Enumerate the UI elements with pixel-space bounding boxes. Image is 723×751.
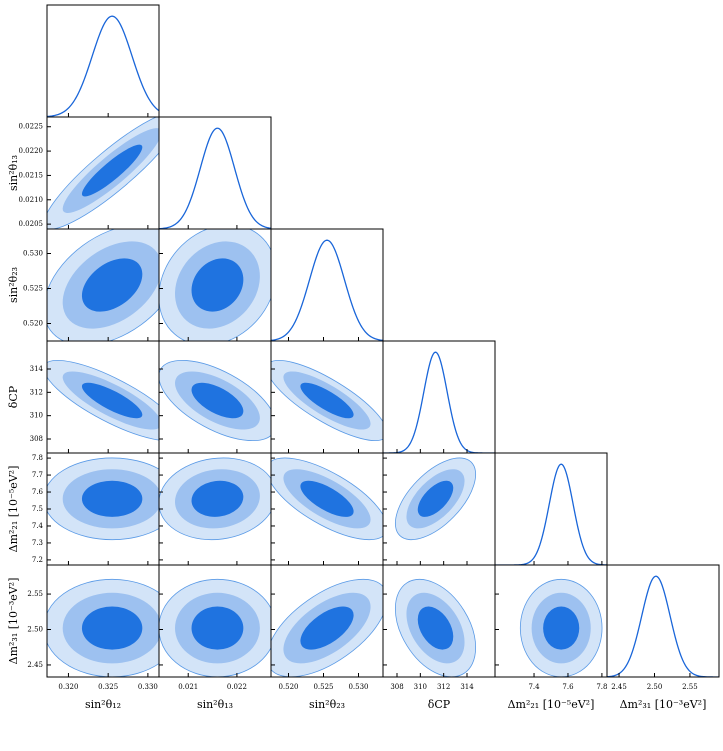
panel-frame (46, 4, 160, 118)
y-tick-label: 7.5 (32, 505, 43, 513)
y-tick-label: 0.0225 (19, 123, 44, 131)
contour (191, 382, 244, 419)
x-tick-label: 0.325 (98, 683, 118, 691)
panel (159, 229, 271, 341)
panel (47, 359, 159, 442)
panel (159, 578, 271, 677)
panel-frame (494, 452, 608, 566)
panel (159, 359, 271, 442)
panel (271, 457, 383, 541)
y-tick-label: 2.50 (27, 626, 43, 634)
y-tick-label: 7.4 (32, 522, 44, 530)
y-tick-label: 7.2 (32, 556, 43, 564)
x-tick-label: 7.6 (562, 683, 574, 691)
panel-frame (606, 564, 720, 678)
y-tick-label: 312 (30, 388, 43, 396)
contour (81, 144, 143, 197)
x-tick-label: 0.530 (348, 683, 368, 691)
marginal-curve (607, 575, 719, 677)
contour (191, 606, 244, 650)
x-tick-label: 0.022 (227, 683, 247, 691)
panel (394, 578, 477, 677)
x-tick-label: 0.021 (178, 683, 198, 691)
panel (394, 457, 477, 541)
panel (159, 457, 271, 541)
y-tick-label: 2.45 (27, 661, 43, 669)
marginal-curve (47, 15, 159, 117)
panel (519, 578, 603, 677)
panel-frame (158, 116, 272, 230)
y-axis-label: Δm²₃₁ [10⁻³eV²] (7, 578, 20, 665)
contour (300, 382, 354, 419)
y-axis-label: δCP (7, 385, 20, 408)
panel (159, 127, 271, 229)
y-tick-label: 308 (30, 435, 43, 443)
y-tick-label: 0.525 (23, 285, 43, 293)
y-tick-label: 7.6 (32, 488, 44, 496)
x-tick-label: 314 (460, 683, 474, 691)
panel-frame (270, 228, 384, 342)
contour (81, 480, 143, 517)
y-axis-label: sin²θ₁₃ (7, 155, 20, 191)
contour (81, 606, 143, 650)
marginal-curve (495, 463, 607, 565)
x-axis-label: sin²θ₁₃ (197, 698, 233, 711)
y-tick-label: 0.0205 (19, 220, 44, 228)
contour (81, 258, 143, 312)
panel (47, 457, 159, 541)
panel (47, 229, 159, 341)
panel (607, 575, 719, 677)
contour (81, 382, 143, 419)
y-axis-label: Δm²₂₁ [10⁻⁵eV²] (7, 466, 20, 553)
x-tick-label: 2.45 (611, 683, 627, 691)
y-tick-label: 7.8 (32, 454, 43, 462)
panel (47, 15, 159, 117)
contour (417, 480, 454, 517)
y-tick-label: 7.3 (32, 539, 43, 547)
contour (543, 606, 580, 650)
y-tick-label: 7.7 (32, 471, 43, 479)
contour (191, 480, 244, 517)
x-tick-label: 312 (437, 683, 450, 691)
panel (271, 578, 383, 677)
panel (383, 351, 495, 453)
y-tick-label: 2.55 (27, 590, 43, 598)
x-tick-label: 2.50 (647, 683, 663, 691)
x-axis-label: Δm²₂₁ [10⁻⁵eV²] (508, 698, 595, 711)
contour (191, 258, 244, 312)
x-tick-label: 7.8 (596, 683, 607, 691)
x-tick-label: 310 (414, 683, 427, 691)
panel (495, 463, 607, 565)
x-axis-label: sin²θ₂₃ (309, 698, 345, 711)
panel (271, 359, 383, 442)
contour (417, 606, 454, 650)
x-tick-label: 0.320 (58, 683, 78, 691)
x-axis-label: sin²θ₁₂ (85, 698, 121, 711)
x-tick-label: 0.520 (278, 683, 298, 691)
x-tick-label: 2.55 (682, 683, 698, 691)
panel (47, 578, 159, 677)
y-tick-label: 314 (30, 365, 44, 373)
x-tick-label: 7.4 (528, 683, 540, 691)
x-axis-label: δCP (428, 698, 451, 711)
contour (300, 606, 354, 650)
x-tick-label: 0.525 (313, 683, 333, 691)
marginal-curve (159, 127, 271, 229)
panel (47, 117, 159, 229)
y-tick-label: 0.0210 (19, 196, 44, 204)
marginal-curve (383, 351, 495, 453)
contour (300, 480, 354, 517)
x-tick-label: 0.330 (138, 683, 158, 691)
y-tick-label: 310 (30, 412, 43, 420)
y-axis-label: sin²θ₂₃ (7, 267, 20, 303)
x-tick-label: 308 (390, 683, 403, 691)
y-tick-label: 0.0215 (19, 171, 44, 179)
y-tick-label: 0.520 (23, 320, 43, 328)
y-tick-label: 0.0220 (19, 147, 44, 155)
marginal-curve (271, 239, 383, 341)
y-tick-label: 0.530 (23, 250, 43, 258)
x-axis-label: Δm²₃₁ [10⁻³eV²] (620, 698, 707, 711)
panel (271, 239, 383, 341)
